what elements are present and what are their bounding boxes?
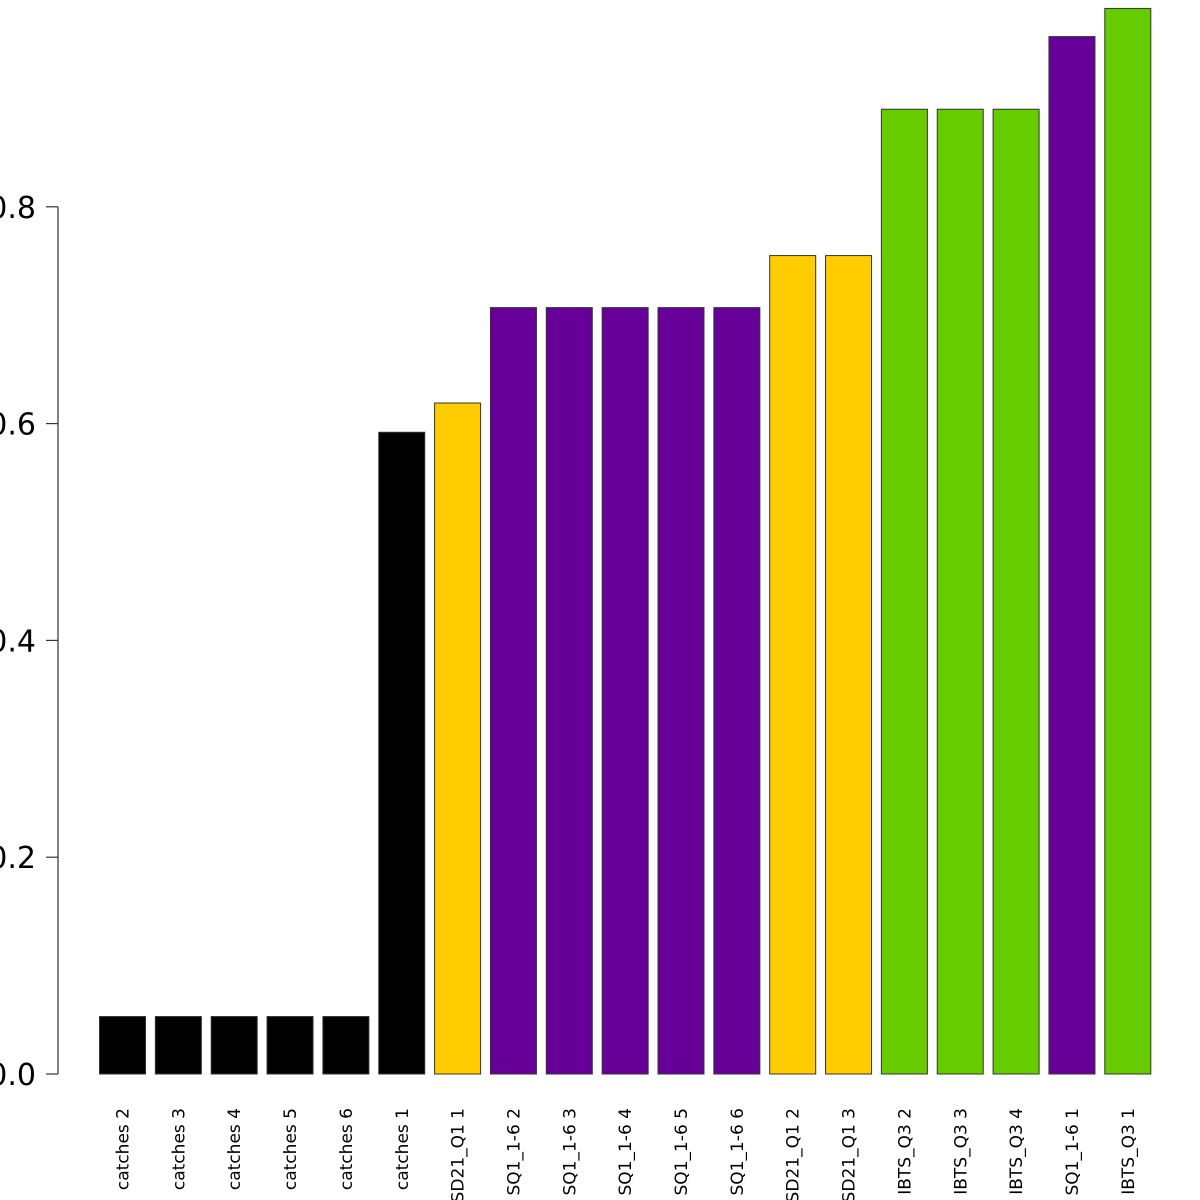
y-tick-label: 0.2 <box>0 841 36 876</box>
x-tick-label: SQ1_1-6 4 <box>616 1108 636 1195</box>
x-tick-label: IBTS_Q3 3 <box>951 1108 971 1195</box>
bar <box>992 108 1040 1075</box>
x-tick-label: IBTS_Q3 4 <box>1007 1108 1027 1195</box>
bar <box>378 431 426 1075</box>
bar <box>601 307 649 1075</box>
x-tick-label: catches 1 <box>393 1108 413 1190</box>
bar <box>210 1016 258 1075</box>
x-tick-label: IBTS_Q3 2 <box>895 1108 915 1195</box>
bars <box>99 7 1152 1075</box>
bar <box>99 1016 146 1075</box>
x-tick-label: SQ1_1-6 6 <box>728 1108 748 1195</box>
bar <box>434 402 482 1075</box>
x-tick-label: SQ1_1-6 5 <box>672 1108 692 1195</box>
bar <box>880 108 928 1075</box>
x-tick-label: SD21_Q1 3 <box>840 1108 860 1200</box>
bar <box>713 307 761 1075</box>
x-tick-label: SD21_Q1 2 <box>784 1108 804 1200</box>
x-tick-label: catches 6 <box>337 1108 357 1190</box>
x-tick-label: SD21_Q1 1 <box>449 1108 469 1200</box>
x-tick-label: SQ1_1-6 2 <box>504 1108 524 1195</box>
y-axis: 0.0 0.2 0.4 0.6 0.8 <box>0 191 59 1093</box>
x-tick-label: catches 5 <box>281 1108 301 1190</box>
bar <box>657 307 705 1075</box>
bar <box>936 108 984 1075</box>
bar <box>1048 36 1096 1075</box>
x-tick-label: IBTS_Q3 1 <box>1119 1108 1139 1195</box>
bar <box>545 307 593 1075</box>
bar <box>154 1016 202 1075</box>
x-tick-label: catches 4 <box>225 1108 245 1190</box>
x-tick-label: catches 2 <box>114 1108 134 1190</box>
x-axis-labels: catches 2 catches 3 catches 4 catches 5 catc… <box>114 1108 1139 1200</box>
bar <box>322 1016 370 1075</box>
x-tick-label: SQ1_1-6 1 <box>1063 1108 1083 1195</box>
x-tick-label: SQ1_1-6 3 <box>560 1108 580 1195</box>
y-tick-label: 0.0 <box>0 1058 36 1093</box>
bar <box>769 255 817 1075</box>
y-tick-label: 0.8 <box>0 191 36 226</box>
bar <box>489 307 537 1075</box>
y-tick-label: 0.4 <box>0 624 36 659</box>
bar <box>1104 7 1152 1075</box>
bar <box>825 255 873 1075</box>
y-tick-label: 0.6 <box>0 408 36 443</box>
bar <box>266 1016 314 1075</box>
x-tick-label: catches 3 <box>169 1108 189 1190</box>
